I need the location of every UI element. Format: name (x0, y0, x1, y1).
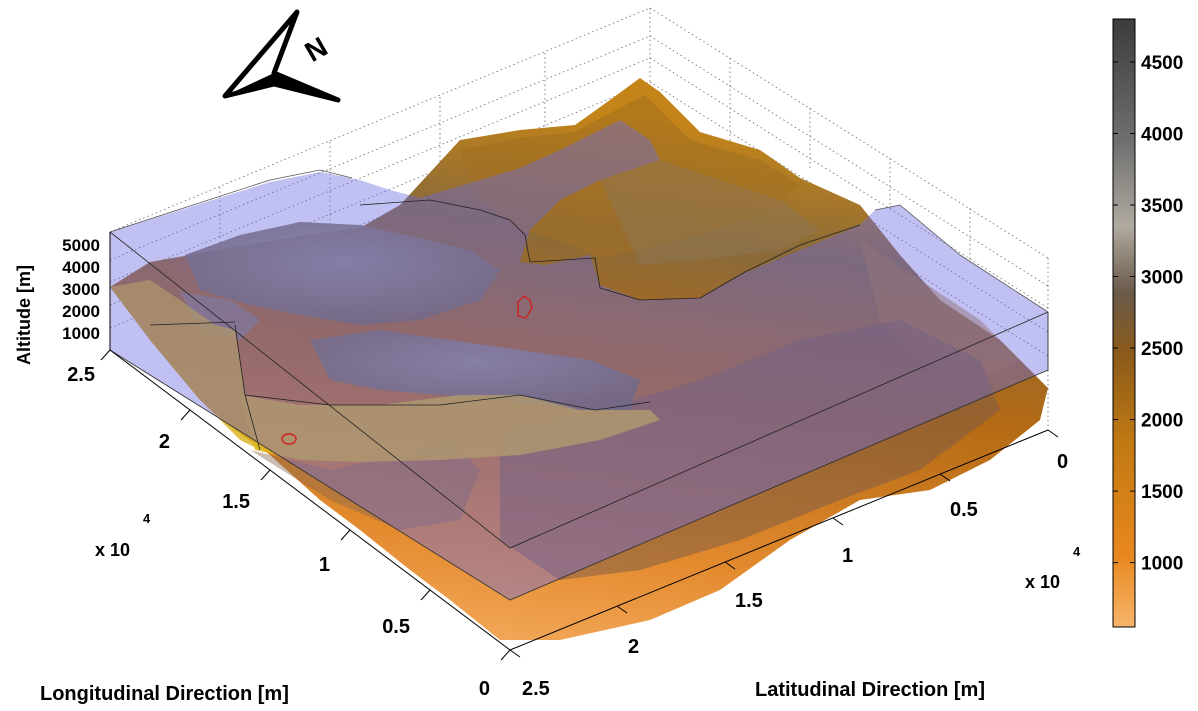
y-axis-label: Latitudinal Direction [m] (755, 679, 985, 701)
y-tick-2.5: 2.5 (522, 678, 550, 700)
axis-lines (109, 232, 1049, 651)
colorbar-tick-label: 1000 (1141, 554, 1183, 575)
colorbar-tick-label: 3500 (1141, 196, 1183, 217)
colorbar-tick-label: 4500 (1141, 53, 1183, 74)
y-tick-labels: 2.5 2 1.5 1 0.5 0 (522, 451, 1068, 700)
colorbar-gradient (1112, 18, 1136, 628)
z-tick-3000: 3000 (62, 280, 100, 299)
z-tick-5000: 5000 (62, 236, 100, 255)
colorbar-tick-label: 3000 (1141, 268, 1183, 289)
x-tick-2.5: 2.5 (67, 364, 95, 386)
y-tick-0: 0 (1057, 451, 1068, 473)
terrain-surface (110, 78, 1048, 640)
x-tick-1.5: 1.5 (222, 491, 250, 513)
y-tick-1.5: 1.5 (735, 590, 763, 612)
x-axis-label: Longitudinal Direction [m] (40, 683, 289, 705)
y-tick-0.5: 0.5 (950, 499, 978, 521)
north-label: N (300, 31, 333, 68)
x-tick-labels: 2.5 2 1.5 1 0.5 0 (67, 364, 490, 700)
x-tick-marks (100, 349, 511, 661)
z-tick-1000: 1000 (62, 324, 100, 343)
x-tick-0.5: 0.5 (382, 616, 410, 638)
y-multiplier: x 10 (1025, 572, 1060, 592)
y-tick-1: 1 (842, 545, 853, 567)
colorbar-ticks: 1000 1500 2000 2500 3000 3500 4000 4500 (1113, 53, 1183, 575)
colorbar-tick-label: 1500 (1141, 482, 1183, 503)
red-contour-2 (281, 433, 297, 445)
x-tick-2: 2 (159, 431, 170, 453)
x-multiplier: x 10 (95, 540, 130, 560)
y-multiplier-exp: 4 (1073, 544, 1081, 559)
x-tick-0: 0 (479, 678, 490, 700)
z-tick-2000: 2000 (62, 302, 100, 321)
x-multiplier-exp: 4 (143, 511, 151, 526)
z-axis-label: Altitude [m] (14, 265, 34, 365)
y-tick-2: 2 (628, 636, 639, 658)
colorbar-tick-label: 4000 (1141, 124, 1183, 145)
colorbar: 1000 1500 2000 2500 3000 3500 4000 4500 (1112, 18, 1183, 628)
z-tick-4000: 4000 (62, 258, 100, 277)
red-contour-1 (517, 295, 533, 319)
colorbar-tick-label: 2500 (1141, 339, 1183, 360)
x-tick-1: 1 (319, 554, 330, 576)
north-arrow-icon: N (222, 9, 341, 103)
colorbar-tick-label: 2000 (1141, 411, 1183, 432)
z-tick-labels: 5000 4000 3000 2000 1000 (62, 236, 100, 343)
y-tick-marks (509, 429, 1059, 658)
